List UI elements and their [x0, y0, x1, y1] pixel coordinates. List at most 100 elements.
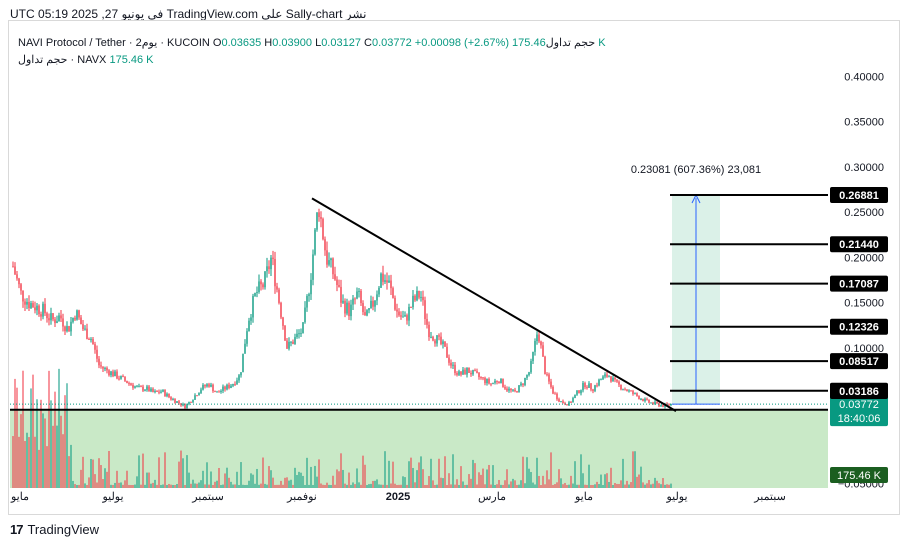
volume-bar [314, 465, 316, 488]
candle-body [382, 273, 384, 282]
volume-bar [474, 463, 476, 488]
candle-body [402, 316, 404, 318]
volume-bar [296, 475, 298, 488]
price-badge [830, 275, 888, 292]
candle-body [432, 336, 434, 341]
volume-bar [198, 482, 200, 488]
volume-bar [630, 482, 632, 488]
candle-body [464, 369, 466, 375]
volume-bar [178, 461, 180, 488]
candle-body [162, 389, 164, 392]
candle-body [344, 300, 346, 314]
candle-body [526, 374, 528, 378]
candle-body [266, 266, 268, 272]
candle-body [454, 364, 456, 374]
volume-bar [38, 449, 40, 488]
volume-bar [294, 467, 296, 488]
volume-bar [228, 477, 230, 488]
candle-body [594, 385, 596, 391]
volume-bar [448, 473, 450, 488]
candle-body [20, 284, 22, 291]
candle-body [122, 376, 124, 378]
current-price-text: 0.03772 [839, 399, 879, 411]
volume-bar [288, 480, 290, 488]
candle-body [474, 370, 476, 372]
candle-body [572, 398, 574, 403]
volume-bar [462, 481, 464, 488]
volume-bar [614, 483, 616, 488]
volume-label: حجم تداول [545, 37, 596, 49]
candle-body [106, 367, 108, 371]
symbol-name[interactable]: NAVI Protocol / Tether · 2يوم · KUCOIN [18, 37, 210, 49]
candle-body [216, 391, 218, 393]
candle-body [206, 384, 208, 387]
volume-bar [544, 484, 546, 488]
candle-body [186, 404, 188, 409]
candle-body [512, 389, 514, 391]
volume-bar [342, 469, 344, 488]
candle-body [636, 393, 638, 397]
candle-body [322, 218, 324, 240]
volume-bar [12, 436, 14, 488]
candle-body [142, 386, 144, 391]
volume-bar [142, 453, 144, 488]
volume-bar [416, 470, 418, 488]
volume-bar [30, 388, 32, 488]
volume-bar [144, 484, 146, 488]
candle-body [264, 271, 266, 288]
volume-bar [506, 469, 508, 488]
volume-bar [412, 467, 414, 488]
candle-body [338, 284, 340, 287]
volume-bar [134, 484, 136, 488]
candle-body [336, 279, 338, 285]
candle-body [272, 257, 274, 259]
volume-bar [650, 484, 652, 488]
candle-body [86, 328, 88, 339]
candle-body [540, 341, 542, 346]
candle-body [156, 390, 158, 392]
candle-body [482, 377, 484, 379]
candle-body [620, 384, 622, 390]
volume-bar [136, 476, 138, 488]
candle-body [478, 372, 480, 378]
candle-body [444, 341, 446, 347]
volume-bar [202, 470, 204, 488]
brand-name[interactable]: TradingView [27, 521, 100, 537]
volume-bar [530, 472, 532, 488]
volume-line-label[interactable]: حجم تداول · NAVX [18, 54, 107, 66]
candle-body [52, 313, 54, 320]
candle-body [358, 290, 360, 292]
volume-bar [316, 476, 318, 488]
candle-body [262, 284, 264, 288]
volume-bar [478, 472, 480, 488]
volume-bar [424, 484, 426, 488]
candle-body [220, 390, 222, 392]
volume-bar [128, 484, 130, 488]
candle-body [308, 294, 310, 297]
candle-body [166, 393, 168, 397]
volume-bar [492, 465, 494, 488]
candle-body [440, 336, 442, 345]
candle-body [132, 384, 134, 388]
candle-body [330, 258, 332, 261]
volume-bar [328, 484, 330, 488]
volume-bar [568, 484, 570, 488]
volume-bar [618, 483, 620, 488]
tradingview-logo-icon[interactable]: 17 [10, 521, 24, 537]
descending-trendline[interactable] [311, 197, 677, 412]
candle-body [92, 339, 94, 345]
volume-bar [210, 471, 212, 488]
candle-body [248, 320, 250, 332]
candle-body [352, 298, 354, 305]
candle-body [570, 401, 572, 403]
volume-bar [300, 472, 302, 488]
volume-bar [68, 456, 70, 488]
volume-bar [88, 477, 90, 488]
volume-bar [98, 458, 100, 488]
candle-body [58, 315, 60, 322]
volume-bar [246, 484, 248, 488]
candle-body [74, 317, 76, 320]
volume-bar [534, 484, 536, 488]
volume-bar [124, 480, 126, 488]
